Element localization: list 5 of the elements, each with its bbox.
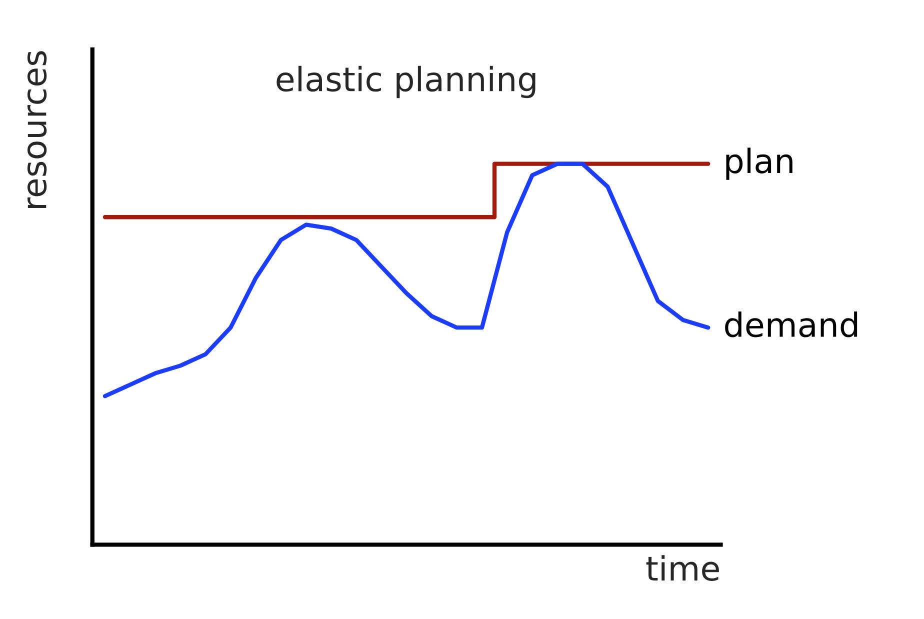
chart-title: elastic planning bbox=[276, 66, 536, 98]
series-label: demand bbox=[725, 311, 858, 338]
series-label: plan bbox=[726, 148, 792, 180]
y-axis-title: resources bbox=[27, 51, 47, 208]
x-axis-title: time bbox=[646, 555, 719, 581]
